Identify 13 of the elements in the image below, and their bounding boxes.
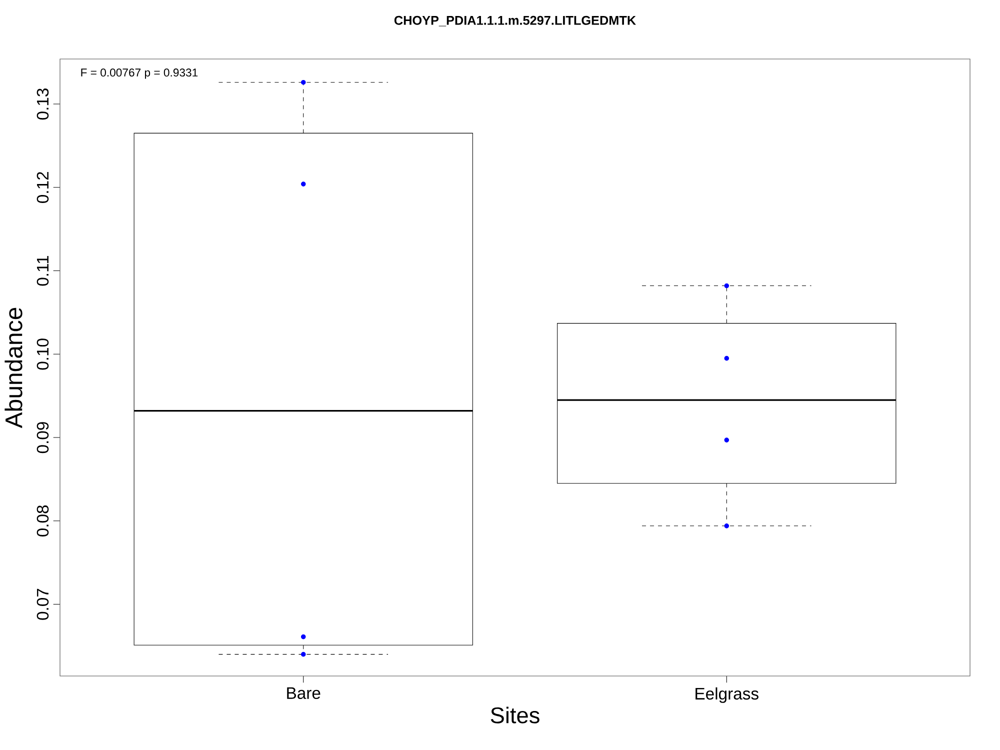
y-tick-label: 0.10 bbox=[36, 338, 49, 370]
x-tick-label: Eelgrass bbox=[696, 687, 758, 703]
y-tick-label: 0.08 bbox=[36, 505, 49, 536]
x-tick-label: Bare bbox=[287, 687, 320, 700]
y-tick-label: 0.13 bbox=[36, 88, 49, 120]
x-axis-title: Sites bbox=[490, 706, 540, 724]
y-axis-title: Abundance bbox=[4, 308, 22, 428]
y-tick-label: 0.09 bbox=[36, 422, 49, 454]
y-tick-label: 0.11 bbox=[36, 256, 49, 286]
y-tick-label: 0.07 bbox=[36, 588, 49, 620]
y-tick-label: 0.12 bbox=[36, 172, 49, 203]
annotation: F = 0.00767 p = 0.9331 bbox=[81, 68, 198, 79]
chart-title: CHOYP_PDIA1.1.1.m.5297.LITLGEDMTK bbox=[394, 16, 636, 26]
